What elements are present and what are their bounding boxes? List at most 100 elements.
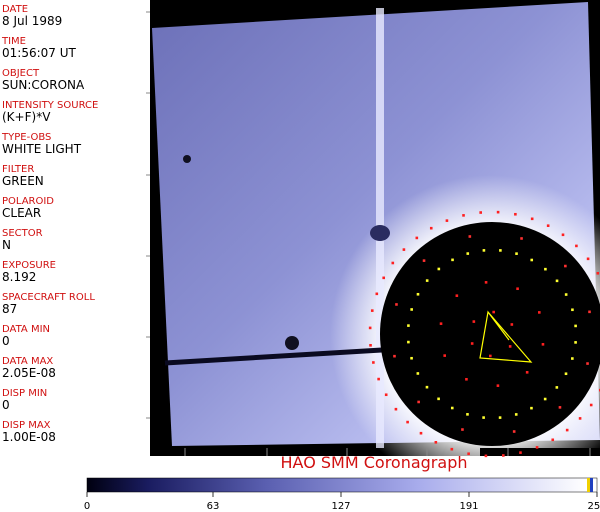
field-value: 1.00E-08 [2, 430, 56, 444]
overlay-dot [496, 210, 500, 214]
overlay-dot [422, 259, 426, 262]
field-value: 01:56:07 UT [2, 46, 76, 60]
overlay-dot [394, 407, 398, 411]
overlay-dot [571, 357, 574, 360]
colorbar-tick-label: 191 [459, 501, 478, 512]
field-value: WHITE LIGHT [2, 142, 82, 156]
overlay-dot [437, 397, 440, 401]
field-value: 0 [2, 334, 10, 348]
frame-ticks [146, 11, 591, 456]
overlay-dot [416, 292, 420, 296]
overlay-dot [370, 309, 374, 312]
overlay-dot [482, 416, 485, 419]
overlay-dot [586, 362, 589, 365]
overlay-dot [574, 324, 577, 328]
overlay-dot [455, 294, 459, 297]
overlay-dot [451, 258, 454, 262]
overlay-dot [546, 224, 550, 227]
overlay-dot [561, 233, 565, 237]
colorbar-cap [587, 478, 590, 492]
colorbar-tick-label: 0 [84, 501, 90, 512]
overlay-dot [377, 377, 380, 381]
overlay-dot [564, 264, 567, 268]
overlay-dot [555, 386, 559, 389]
overlay-dot [555, 279, 559, 283]
colorbar-ticks: 0 63 127 191 255 [84, 492, 600, 512]
field-label: SPACECRAFT ROLL [2, 292, 95, 303]
field-label: TIME [1, 36, 26, 47]
overlay-dot [429, 226, 433, 230]
overlay-dot [508, 345, 512, 348]
overlay-dot [530, 258, 534, 262]
overlay-dot [450, 447, 454, 451]
overlay-dot [492, 310, 495, 314]
field-label: SECTOR [2, 228, 43, 239]
overlay-dot [439, 322, 443, 325]
overlay-dot [395, 303, 398, 306]
overlay-dot [564, 372, 568, 376]
overlay-dot [425, 279, 429, 282]
overlay-dot [479, 211, 482, 214]
overlay-dot [461, 428, 464, 431]
overlay-dot [468, 235, 472, 238]
overlay-dot [571, 308, 574, 312]
spot [370, 225, 390, 241]
overlay-dot [437, 267, 441, 271]
overlay-dot [434, 441, 438, 444]
colorbar-cap [590, 478, 593, 492]
overlay-dot [538, 311, 541, 314]
overlay-dot [470, 342, 474, 345]
field-value: 87 [2, 302, 17, 316]
overlay-dot [410, 356, 413, 360]
field-label: DISP MAX [2, 420, 51, 431]
overlay-dot [596, 271, 600, 275]
field-label: DATA MAX [2, 356, 53, 367]
overlay-dot [407, 340, 410, 344]
field-label: DATE [2, 4, 28, 15]
overlay-dot [496, 384, 500, 387]
overlay-dot [575, 244, 578, 248]
overlay-dot [417, 400, 420, 404]
field-value: 2.05E-08 [2, 366, 56, 380]
overlay-dot [465, 377, 468, 381]
overlay-dot [512, 430, 516, 433]
overlay-dot [382, 276, 385, 280]
overlay-dot [520, 237, 523, 240]
field-value: CLEAR [2, 206, 41, 220]
colorbar-tick-label: 255 [587, 501, 600, 512]
overlay-dot [375, 292, 379, 296]
overlay-dot [406, 420, 409, 424]
overlay-dot [443, 354, 446, 357]
overlay-dot [368, 326, 372, 330]
occulter [380, 222, 600, 446]
field-label: DISP MIN [2, 388, 47, 399]
overlay-dot [393, 354, 396, 358]
overlay-dot [565, 428, 569, 432]
field-value: 8 Jul 1989 [2, 14, 62, 28]
colorbar [86, 477, 598, 493]
overlay-dot [410, 308, 413, 311]
field-label: OBJECT [2, 68, 40, 79]
overlay-dot [450, 406, 454, 410]
overlay-dot [419, 431, 423, 435]
field-value: 0 [2, 398, 10, 412]
field-label: TYPE-OBS [1, 132, 51, 143]
overlay-dot [482, 249, 486, 252]
overlay-dot [372, 361, 375, 364]
overlay-dot [445, 219, 449, 222]
overlay-dot [462, 214, 465, 217]
overlay-dot [516, 287, 519, 291]
overlay-dot [535, 446, 539, 449]
overlay-dot [574, 341, 577, 344]
overlay-dot [384, 393, 388, 397]
field-label: INTENSITY SOURCE [2, 100, 98, 111]
info-panel [0, 0, 150, 448]
field-value: N [2, 238, 11, 252]
colorbar-tick-label: 127 [331, 501, 350, 512]
overlay-dot [543, 397, 547, 401]
overlay-dot [551, 438, 555, 442]
overlay-dot [391, 261, 395, 265]
